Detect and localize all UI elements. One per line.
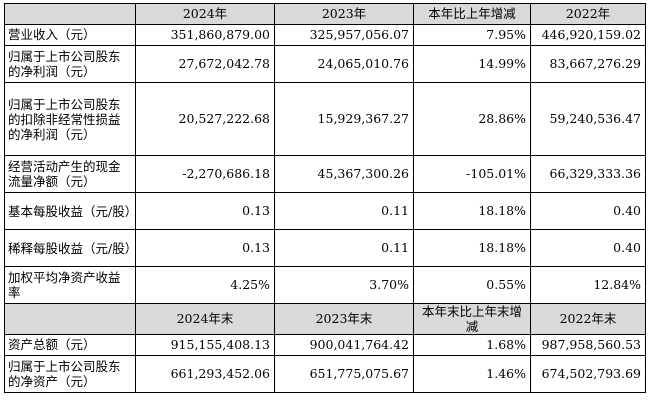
value-cell: -2,270,686.18 (135, 155, 275, 193)
value-cell: 0.11 (274, 229, 414, 267)
value-cell: 0.40 (530, 229, 646, 267)
row-label: 营业收入（元） (4, 24, 136, 46)
value-cell: 900,041,764.42 (274, 334, 414, 356)
financial-data-table: 2024年 2023年 本年比上年增减 2022年 营业收入（元） 351,86… (4, 3, 646, 393)
header-cell-change: 本年比上年增减 (413, 3, 531, 25)
value-cell: 20,527,222.68 (135, 82, 275, 156)
table-row: 加权平均净资产收益率 4.25% 3.70% 0.55% 12.84% (4, 266, 646, 304)
value-cell: 12.84% (530, 266, 646, 304)
value-cell: 15,929,367.27 (274, 82, 414, 156)
header-cell-2023-end: 2023年末 (274, 303, 414, 335)
value-cell: 45,367,300.26 (274, 155, 414, 193)
value-cell: 325,957,056.07 (274, 24, 414, 46)
value-cell: 915,155,408.13 (135, 334, 275, 356)
value-cell: 24,065,010.76 (274, 45, 414, 83)
header-row-annual: 2024年 2023年 本年比上年增减 2022年 (4, 3, 646, 25)
value-cell: 0.55% (413, 266, 531, 304)
value-cell: 4.25% (135, 266, 275, 304)
row-label: 加权平均净资产收益率 (4, 266, 136, 304)
header-cell-2024: 2024年 (135, 3, 275, 25)
row-label: 基本每股收益（元/股） (4, 192, 136, 230)
row-label: 稀释每股收益（元/股） (4, 229, 136, 267)
row-label: 经营活动产生的现金流量净额（元） (4, 155, 136, 193)
header-cell-2022: 2022年 (530, 3, 646, 25)
row-label: 归属于上市公司股东的扣除非经常性损益的净利润（元） (4, 82, 136, 156)
value-cell: 0.13 (135, 192, 275, 230)
value-cell: 1.46% (413, 355, 531, 393)
table-row: 基本每股收益（元/股） 0.13 0.11 18.18% 0.40 (4, 192, 646, 230)
value-cell: 651,775,075.67 (274, 355, 414, 393)
table-row: 经营活动产生的现金流量净额（元） -2,270,686.18 45,367,30… (4, 155, 646, 193)
value-cell: 674,502,793.69 (530, 355, 646, 393)
table-row: 归属于上市公司股东的净资产（元） 661,293,452.06 651,775,… (4, 355, 646, 393)
value-cell: 3.70% (274, 266, 414, 304)
table-row: 稀释每股收益（元/股） 0.13 0.11 18.18% 0.40 (4, 229, 646, 267)
value-cell: 446,920,159.02 (530, 24, 646, 46)
value-cell: 66,329,333.36 (530, 155, 646, 193)
value-cell: 28.86% (413, 82, 531, 156)
header-cell-2023: 2023年 (274, 3, 414, 25)
row-label: 归属于上市公司股东的净利润（元） (4, 45, 136, 83)
header-cell-2022-end: 2022年末 (530, 303, 646, 335)
header-cell-change-end: 本年末比上年末增减 (413, 303, 531, 335)
row-label: 资产总额（元） (4, 334, 136, 356)
table-row: 营业收入（元） 351,860,879.00 325,957,056.07 7.… (4, 24, 646, 46)
table-row: 归属于上市公司股东的净利润（元） 27,672,042.78 24,065,01… (4, 45, 646, 83)
value-cell: 27,672,042.78 (135, 45, 275, 83)
value-cell: 83,667,276.29 (530, 45, 646, 83)
header-cell-blank (4, 303, 136, 335)
header-row-year-end: 2024年末 2023年末 本年末比上年末增减 2022年末 (4, 303, 646, 335)
table-row: 归属于上市公司股东的扣除非经常性损益的净利润（元） 20,527,222.68 … (4, 82, 646, 156)
value-cell: 18.18% (413, 192, 531, 230)
table-row: 资产总额（元） 915,155,408.13 900,041,764.42 1.… (4, 334, 646, 356)
header-cell-blank (4, 3, 136, 25)
value-cell: 0.40 (530, 192, 646, 230)
value-cell: 18.18% (413, 229, 531, 267)
header-cell-2024-end: 2024年末 (135, 303, 275, 335)
value-cell: 661,293,452.06 (135, 355, 275, 393)
value-cell: 0.13 (135, 229, 275, 267)
value-cell: 14.99% (413, 45, 531, 83)
value-cell: 59,240,536.47 (530, 82, 646, 156)
value-cell: 7.95% (413, 24, 531, 46)
value-cell: 987,958,560.53 (530, 334, 646, 356)
value-cell: 351,860,879.00 (135, 24, 275, 46)
value-cell: -105.01% (413, 155, 531, 193)
value-cell: 1.68% (413, 334, 531, 356)
row-label: 归属于上市公司股东的净资产（元） (4, 355, 136, 393)
value-cell: 0.11 (274, 192, 414, 230)
